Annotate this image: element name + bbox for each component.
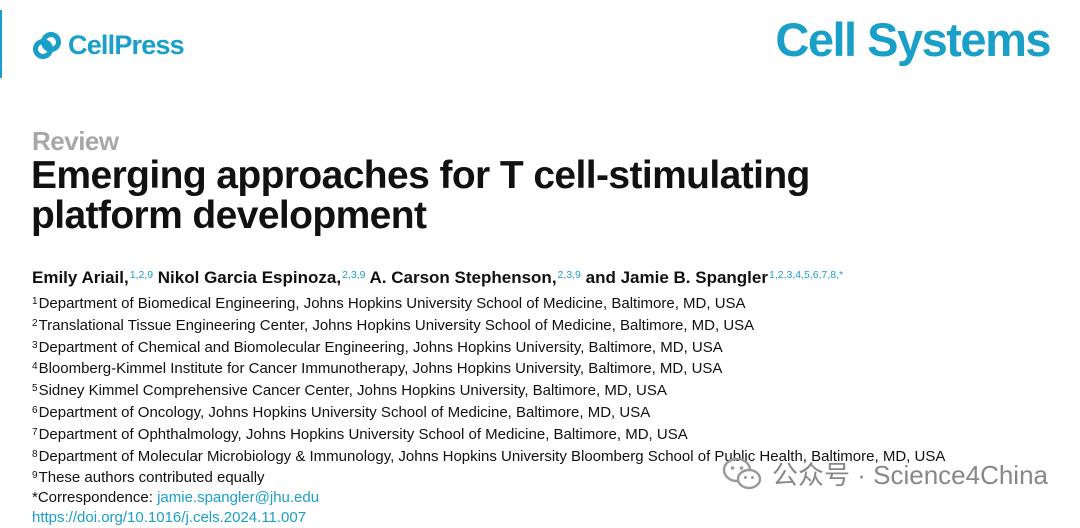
affiliation-number: 8: [32, 448, 38, 460]
affiliation-item: 6Department of Oncology, Johns Hopkins U…: [32, 401, 945, 423]
note-text: These authors contributed equally: [38, 469, 265, 487]
affiliation-text: Department of Chemical and Biomolecular …: [38, 338, 723, 356]
equal-contribution-note: 9These authors contributed equally: [32, 466, 945, 488]
affiliation-text: Translational Tissue Engineering Center,…: [38, 316, 755, 334]
doi-link[interactable]: https://doi.org/10.1016/j.cels.2024.11.0…: [32, 508, 307, 526]
title-line: Emerging approaches for T cell-stimulati…: [31, 154, 810, 197]
watermark-text: 公众号 · Science4China: [772, 455, 1048, 492]
affiliation-text: Bloomberg-Kimmel Institute for Cancer Im…: [38, 360, 723, 378]
author-affiliation-refs[interactable]: 1,2,3,4,5,6,7,8,*: [768, 269, 844, 281]
author-name: A. Carson Stephenson,: [369, 268, 557, 287]
watermark-prefix: 公众号 ·: [772, 460, 874, 490]
correspondence-email-link[interactable]: jamie.spangler@jhu.edu: [157, 489, 320, 507]
author-affiliation-refs[interactable]: 2,3,9: [557, 269, 581, 281]
affiliation-item: 8Department of Molecular Microbiology & …: [32, 445, 945, 467]
doi-line: https://doi.org/10.1016/j.cels.2024.11.0…: [32, 508, 945, 528]
watermark-account: Science4China: [873, 460, 1048, 490]
affiliation-item: 7Department of Ophthalmology, Johns Hopk…: [32, 423, 945, 445]
affiliation-text: Department of Oncology, Johns Hopkins Un…: [38, 403, 651, 421]
affiliation-item: 5Sidney Kimmel Comprehensive Cancer Cent…: [32, 379, 945, 401]
publisher-name: CellPress: [68, 30, 185, 60]
affiliation-number: 4: [32, 361, 38, 373]
correspondence: *Correspondence: jamie.spangler@jhu.edu: [32, 488, 945, 508]
header-accent-rule: [0, 10, 2, 78]
affiliation-text: Sidney Kimmel Comprehensive Cancer Cente…: [38, 382, 667, 400]
affiliation-item: 4Bloomberg-Kimmel Institute for Cancer I…: [32, 357, 945, 379]
journal-name[interactable]: Cell Systems: [775, 13, 1051, 66]
affiliation-item: 2Translational Tissue Engineering Center…: [32, 314, 945, 336]
author-name: Nikol Garcia Espinoza,: [157, 268, 342, 287]
author-list: Emily Ariail,1,2,9 Nikol Garcia Espinoza…: [32, 268, 843, 288]
cellpress-icon: [33, 31, 61, 59]
affiliation-text: Department of Molecular Microbiology & I…: [38, 447, 946, 465]
note-number: 9: [32, 470, 38, 482]
author-name: Emily Ariail,: [32, 268, 129, 287]
publisher-logo[interactable]: CellPress: [32, 30, 185, 61]
author-affiliation-refs[interactable]: 1,2,9: [129, 269, 154, 281]
affiliation-text: Department of Biomedical Engineering, Jo…: [38, 295, 746, 312]
affiliation-number: 5: [32, 383, 38, 395]
author-name: and Jamie B. Spangler: [585, 268, 768, 287]
affiliation-item: 3Department of Chemical and Biomolecular…: [32, 336, 945, 358]
affiliation-number: 2: [32, 317, 38, 329]
title-line: platform development: [31, 194, 427, 237]
article-type: Review: [32, 126, 119, 156]
watermark: 公众号 · Science4China: [722, 455, 1048, 492]
wechat-icon: [722, 457, 762, 489]
affiliation-item: 1Department of Biomedical Engineering, J…: [32, 292, 945, 314]
affiliation-number: 7: [32, 426, 38, 438]
affiliation-text: Department of Ophthalmology, Johns Hopki…: [38, 425, 688, 443]
author-affiliation-refs[interactable]: 2,3,9: [342, 269, 366, 281]
affiliation-number: 1: [32, 296, 38, 307]
affiliation-number: 6: [32, 404, 38, 416]
article-title: Emerging approaches for T cell-stimulati…: [31, 156, 1031, 236]
correspondence-label: *Correspondence:: [32, 489, 158, 507]
affiliation-number: 3: [32, 339, 38, 351]
affiliation-list: 1Department of Biomedical Engineering, J…: [32, 292, 945, 528]
